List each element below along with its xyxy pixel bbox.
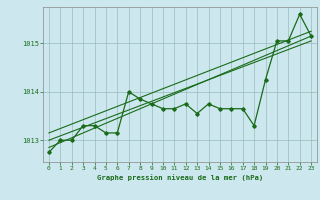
X-axis label: Graphe pression niveau de la mer (hPa): Graphe pression niveau de la mer (hPa) [97, 174, 263, 181]
